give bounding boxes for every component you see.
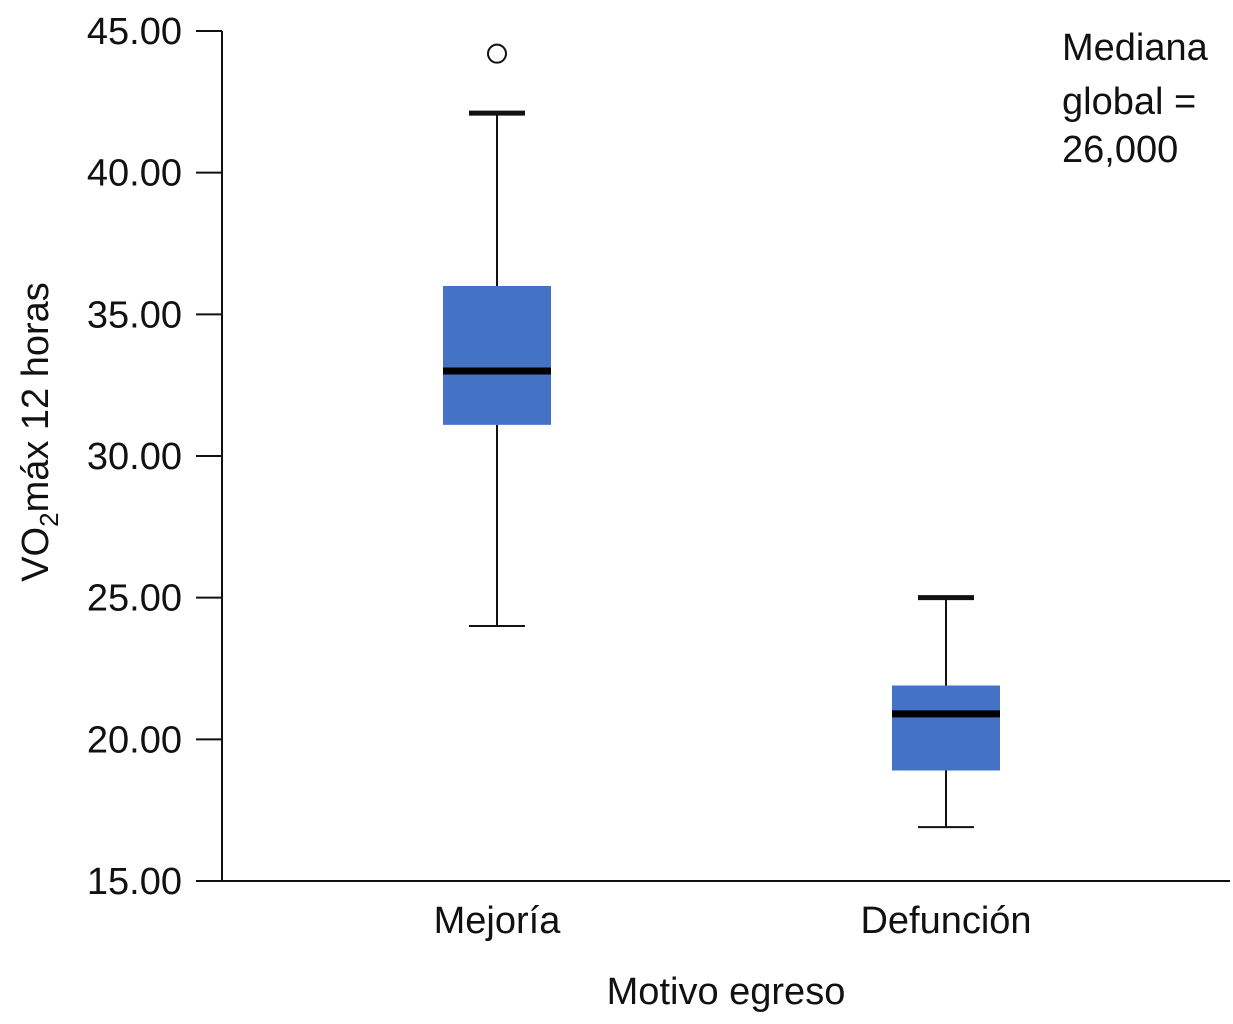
annotation-line-2: global = [1062, 81, 1196, 123]
x-axis-title: Motivo egreso [607, 971, 846, 1013]
y-tick-label: 40.00 [87, 153, 182, 195]
annotation-line-3: 26,000 [1062, 129, 1178, 171]
outlier-point [487, 43, 507, 64]
boxes [443, 43, 1000, 829]
y-axis-title: VO2máx 12 horas [15, 282, 64, 582]
y-tick-label: 25.00 [87, 578, 182, 620]
y-tick-label: 45.00 [87, 11, 182, 53]
y-axis-title-suffix: máx 12 horas [15, 282, 57, 512]
y-axis-title-prefix: VO [15, 527, 57, 582]
y-tick-label: 30.00 [87, 436, 182, 478]
box-group-mejoria [443, 43, 551, 627]
box-group-defuncion [892, 595, 1000, 829]
y-tick-label: 20.00 [87, 719, 182, 761]
x-category-label: Mejoría [434, 900, 562, 942]
x-category-label: Defunción [860, 900, 1031, 942]
y-tick-label: 15.00 [87, 861, 182, 903]
annotation-line-1: Mediana [1062, 27, 1209, 69]
iqr-box [892, 685, 1000, 771]
y-axis-title-subscript: 2 [34, 512, 64, 526]
axes: 15.00 20.00 25.00 30.00 35.00 40.00 45.00 Mejor… [87, 11, 1230, 942]
y-tick-label: 35.00 [87, 294, 182, 336]
iqr-box [443, 286, 551, 425]
